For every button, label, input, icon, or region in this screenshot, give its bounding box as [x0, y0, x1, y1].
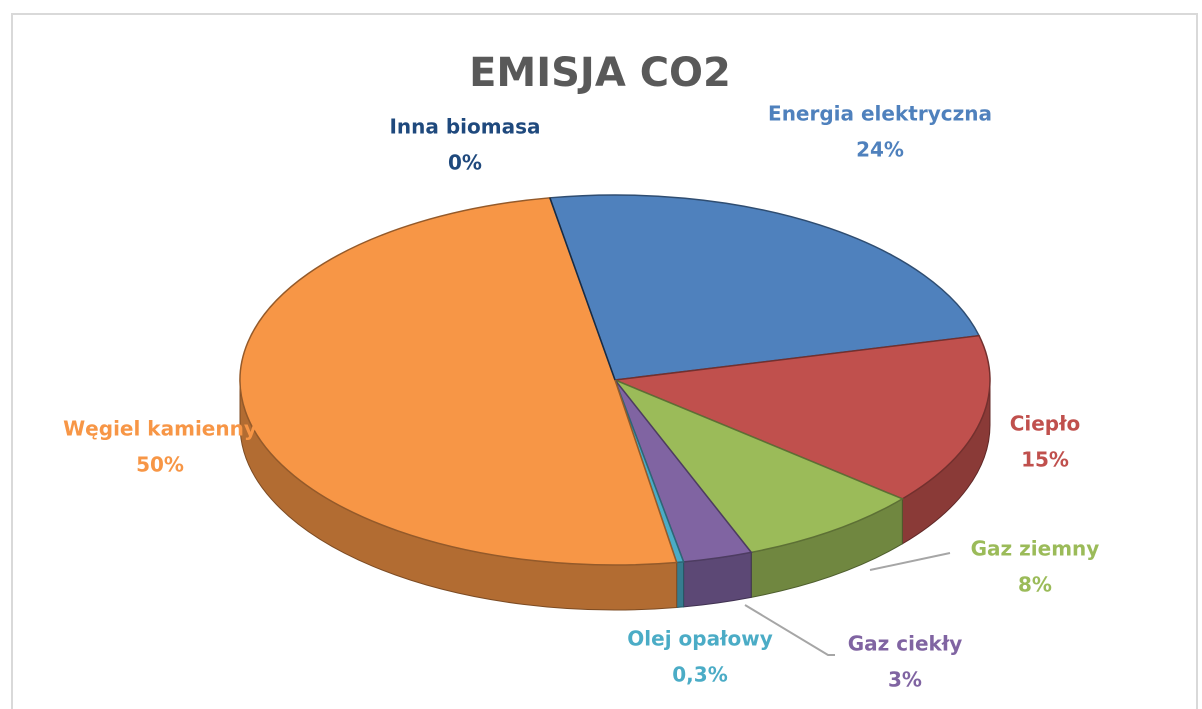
pie-slice	[612, 334, 991, 500]
data-label-value: 15%	[1021, 448, 1069, 472]
data-label-name: Gaz ziemny	[971, 537, 1100, 561]
leader-line	[744, 604, 835, 656]
data-label-value: 0%	[448, 151, 482, 175]
data-label-name: Inna biomasa	[389, 115, 540, 139]
pie-slice	[549, 197, 616, 381]
data-label-name: Gaz ciekły	[848, 632, 963, 656]
data-label-name: Olej opałowy	[627, 627, 772, 651]
data-label-value: 8%	[1018, 573, 1052, 597]
data-label-name: Węgiel kamienny	[63, 417, 257, 441]
data-label-value: 0,3%	[672, 663, 727, 687]
pie-slice	[548, 194, 981, 381]
leader-line	[869, 552, 951, 571]
pie-slice	[239, 197, 678, 566]
data-label-value: 50%	[136, 453, 184, 477]
data-label-name: Energia elektryczna	[768, 102, 992, 126]
data-label-name: Ciepło	[1010, 412, 1081, 436]
data-label-value: 24%	[856, 138, 904, 162]
pie-slice-side	[676, 561, 685, 609]
chart-title: EMISJA CO2	[469, 50, 731, 96]
data-label-value: 3%	[888, 668, 922, 692]
pie-slice	[612, 378, 905, 554]
